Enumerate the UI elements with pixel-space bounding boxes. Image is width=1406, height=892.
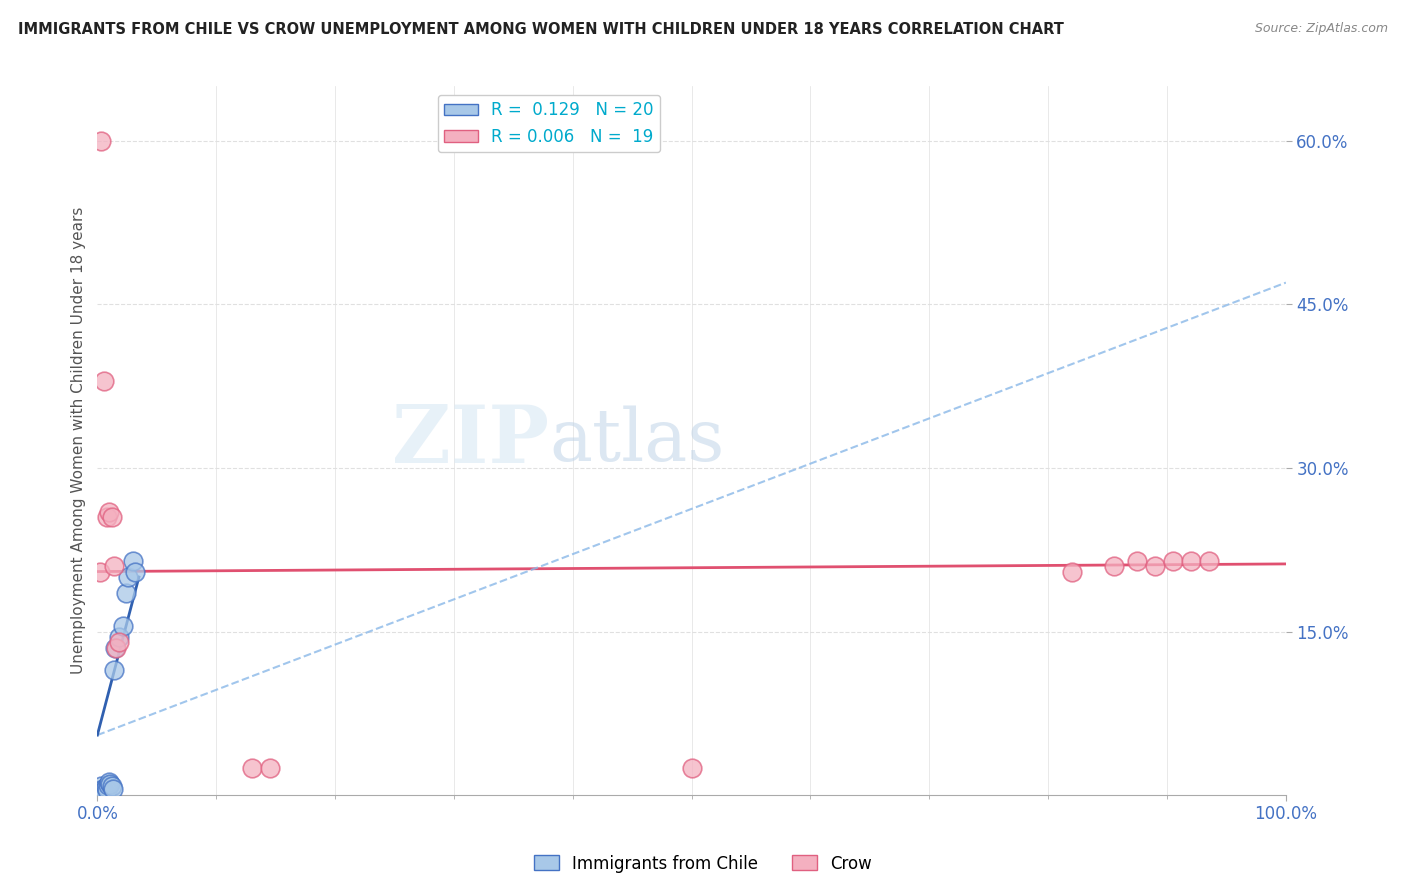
Legend: R =  0.129   N = 20, R = 0.006   N =  19: R = 0.129 N = 20, R = 0.006 N = 19 (437, 95, 661, 153)
Point (96, 510, 118, 524)
Point (122, 554, 145, 568)
Point (104, 640, 127, 655)
Point (94, 780, 117, 795)
Legend: Immigrants from Chile, Crow: Immigrants from Chile, Crow (527, 848, 879, 880)
Point (115, 586, 138, 600)
Y-axis label: Unemployment Among Women with Children Under 18 years: Unemployment Among Women with Children U… (72, 207, 86, 674)
Point (98, 505, 121, 519)
Point (97, 778, 120, 792)
Text: atlas: atlas (548, 406, 724, 476)
Text: IMMIGRANTS FROM CHILE VS CROW UNEMPLOYMENT AMONG WOMEN WITH CHILDREN UNDER 18 YE: IMMIGRANTS FROM CHILE VS CROW UNEMPLOYME… (18, 22, 1064, 37)
Point (105, 640, 128, 655)
Point (90, 780, 112, 794)
Point (93, 374, 115, 388)
Point (117, 570, 139, 584)
Point (1102, 559, 1125, 574)
Point (1198, 554, 1220, 568)
Point (1180, 554, 1202, 568)
Point (93, 783, 115, 797)
Point (100, 777, 122, 791)
Point (107, 630, 129, 644)
Point (259, 761, 281, 775)
Point (107, 635, 129, 649)
Point (112, 619, 135, 633)
Point (681, 761, 703, 775)
Point (100, 510, 122, 524)
Point (103, 559, 125, 574)
Point (101, 781, 124, 796)
Point (1126, 554, 1149, 568)
Point (100, 780, 122, 794)
Point (103, 663, 125, 677)
Point (124, 565, 146, 579)
Point (1161, 554, 1184, 568)
Point (89, 565, 111, 579)
Point (91, 785, 114, 799)
Point (98, 775, 121, 789)
Point (89, 782, 111, 797)
Text: Source: ZipAtlas.com: Source: ZipAtlas.com (1254, 22, 1388, 36)
Text: ZIP: ZIP (392, 401, 548, 480)
Point (96, 782, 118, 797)
Point (91, 781, 114, 796)
Point (1144, 559, 1167, 574)
Point (240, 761, 263, 775)
Point (90, 134, 112, 148)
Point (1060, 565, 1083, 579)
